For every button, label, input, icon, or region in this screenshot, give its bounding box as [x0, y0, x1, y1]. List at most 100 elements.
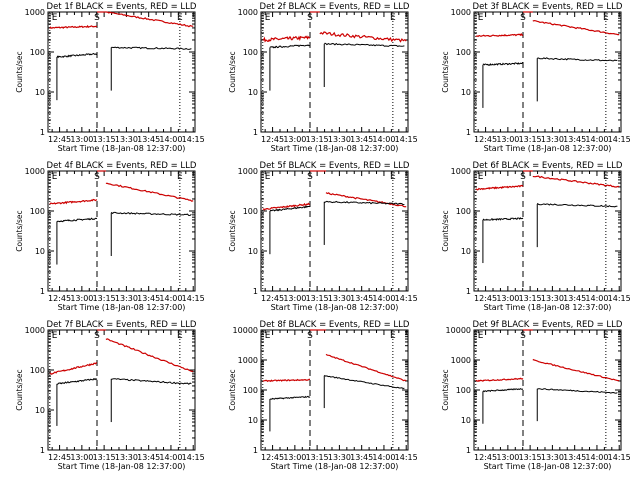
x-tick-label: 14:15: [395, 453, 418, 462]
y-tick-label: 1000: [238, 356, 258, 365]
x-tick-label: 13:00: [283, 294, 306, 303]
x-tick-label: 14:15: [395, 294, 418, 303]
marker-label-2: S: [520, 172, 526, 182]
x-tick-label: 14:00: [585, 453, 608, 462]
y-tick-label: 1000: [451, 8, 471, 17]
x-tick-label: 13:30: [115, 135, 138, 144]
plot-frame: [47, 170, 196, 292]
x-tick-label: 13:15: [519, 135, 542, 144]
lld-series-segment-1: [49, 198, 98, 205]
marker-label-1: E: [52, 13, 58, 23]
x-tick-label: 13:00: [496, 135, 519, 144]
marker-label-3: E: [603, 331, 609, 341]
x-tick-label: 13:45: [563, 135, 586, 144]
x-tick-label: 13:30: [115, 453, 138, 462]
x-tick-label: 14:00: [159, 294, 182, 303]
y-tick-label: 1: [253, 446, 258, 455]
x-tick-label: 14:00: [372, 294, 395, 303]
marker-label-2: S: [520, 331, 526, 341]
events-series-segment-1: [56, 377, 98, 385]
marker-label-2: S: [94, 331, 100, 341]
y-tick-label: 100: [30, 366, 45, 375]
y-tick-label: 1: [253, 128, 258, 137]
x-tick-label: 13:30: [541, 453, 564, 462]
lld-series-segment-3: [532, 19, 620, 36]
chart-title: Det 1f BLACK = Events, RED = LLD: [47, 2, 197, 12]
chart-title: Det 7f BLACK = Events, RED = LLD: [47, 320, 197, 330]
y-tick-label: 10: [35, 247, 45, 256]
y-axis-label: Counts/sec: [441, 210, 450, 251]
y-tick-label: 1000: [25, 326, 45, 335]
x-axis-label: Start Time (18-Jan-08 12:37:00): [484, 462, 612, 471]
x-tick-label: 14:15: [182, 294, 205, 303]
marker-label-3: E: [177, 172, 183, 182]
events-series-segment-1: [56, 52, 98, 59]
chart-panel-8: Det 8f BLACK = Events, RED = LLD 1 10 100 10…: [228, 320, 418, 471]
y-tick-label: 1: [40, 128, 45, 137]
lld-series-segment-3: [532, 175, 620, 188]
y-tick-label: 10: [35, 406, 45, 415]
x-tick-label: 13:30: [541, 135, 564, 144]
y-tick-label: 10000: [446, 326, 471, 335]
y-tick-label: 1: [466, 287, 471, 296]
x-tick-label: 13:30: [328, 294, 351, 303]
x-tick-label: 13:15: [306, 294, 329, 303]
y-axis-label: Counts/sec: [441, 51, 450, 92]
events-series-segment-2: [111, 378, 192, 385]
marker-label-2: S: [307, 331, 313, 341]
marker-label-2: S: [94, 172, 100, 182]
y-tick-label: 100: [243, 386, 258, 395]
x-tick-label: 13:30: [328, 135, 351, 144]
chart-title: Det 3f BLACK = Events, RED = LLD: [473, 2, 623, 12]
x-tick-label: 13:45: [137, 135, 160, 144]
plot-frame: [260, 329, 409, 451]
lld-series-segment-3: [325, 192, 407, 208]
x-tick-label: 13:15: [519, 453, 542, 462]
y-tick-label: 1000: [238, 8, 258, 17]
x-tick-label: 13:45: [563, 453, 586, 462]
x-tick-label: 13:00: [70, 294, 93, 303]
lld-series-segment-3: [325, 353, 407, 382]
events-series-segment-1: [56, 217, 98, 223]
plot-frame: [47, 11, 196, 133]
x-tick-label: 13:00: [283, 135, 306, 144]
y-tick-label: 10: [461, 416, 471, 425]
marker-label-1: E: [265, 13, 271, 23]
x-tick-label: 14:00: [159, 453, 182, 462]
events-series-segment-1: [269, 395, 311, 400]
x-tick-label: 13:00: [496, 294, 519, 303]
y-axis-label: Counts/sec: [228, 210, 237, 251]
x-tick-label: 13:15: [306, 453, 329, 462]
lld-series-segment-3: [319, 31, 407, 43]
x-tick-label: 12:45: [474, 453, 497, 462]
x-tick-label: 13:00: [496, 453, 519, 462]
y-tick-label: 100: [456, 386, 471, 395]
y-tick-label: 100: [456, 207, 471, 216]
y-tick-label: 100: [456, 48, 471, 57]
y-tick-label: 10: [461, 247, 471, 256]
x-axis-label: Start Time (18-Jan-08 12:37:00): [484, 303, 612, 312]
lld-series-segment-1: [475, 184, 524, 191]
x-tick-label: 12:45: [48, 294, 71, 303]
x-tick-label: 12:45: [261, 453, 284, 462]
y-tick-label: 1000: [25, 8, 45, 17]
x-tick-label: 14:00: [159, 135, 182, 144]
chart-title: Det 6f BLACK = Events, RED = LLD: [473, 161, 623, 171]
x-tick-label: 13:15: [93, 294, 116, 303]
x-tick-label: 13:15: [93, 135, 116, 144]
events-series-segment-2: [537, 388, 618, 394]
x-tick-label: 12:45: [261, 294, 284, 303]
y-axis-label: Counts/sec: [441, 369, 450, 410]
chart-panel-3: Det 3f BLACK = Events, RED = LLD 1 10 100 10…: [441, 2, 631, 153]
chart-title: Det 4f BLACK = Events, RED = LLD: [47, 161, 197, 171]
x-tick-label: 13:15: [306, 135, 329, 144]
events-series-segment-1: [482, 217, 524, 221]
x-axis-label: Start Time (18-Jan-08 12:37:00): [484, 144, 612, 153]
x-tick-label: 13:15: [93, 453, 116, 462]
y-tick-label: 1: [466, 446, 471, 455]
marker-label-3: E: [390, 172, 396, 182]
y-axis-label: Counts/sec: [15, 51, 24, 92]
lld-series-segment-1: [49, 24, 98, 30]
events-series-segment-2: [537, 57, 618, 62]
y-tick-label: 100: [30, 207, 45, 216]
